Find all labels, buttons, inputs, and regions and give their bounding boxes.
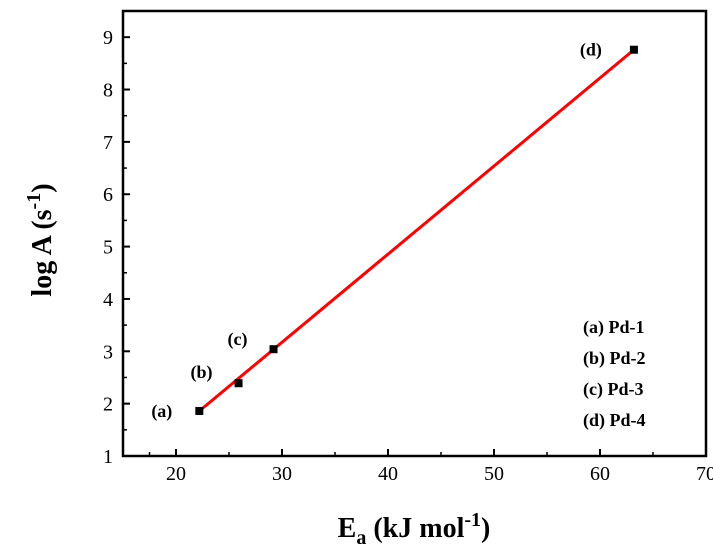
y-tick-label: 2 <box>103 394 113 416</box>
y-tick-label: 3 <box>103 341 113 363</box>
legend: (a) Pd-1 (b) Pd-2 (c) Pd-3 (d) Pd-4 <box>583 317 646 431</box>
x-axis-title-close: ) <box>481 513 490 544</box>
y-axis-title-close: ) <box>27 183 58 192</box>
x-axis-title: Ea (kJ mol-1) <box>338 509 491 549</box>
point-label: (a) <box>151 401 172 422</box>
legend-entry: (d) Pd-4 <box>583 410 646 431</box>
x-tick-label: 50 <box>484 463 504 485</box>
y-axis-title-sup: -1 <box>23 193 45 210</box>
plot-frame <box>121 9 708 458</box>
point-label: (b) <box>191 362 213 383</box>
legend-entry: (a) Pd-1 <box>583 317 645 338</box>
y-tick-label: 5 <box>103 237 113 259</box>
x-tick-label: 70 <box>696 463 713 485</box>
x-axis-title-rest: (kJ mol <box>366 513 464 544</box>
y-tick-label: 8 <box>103 80 113 102</box>
ticks: 20 30 40 50 60 70 1 2 3 4 5 6 7 8 9 <box>103 10 713 485</box>
data-point <box>195 406 204 415</box>
y-tick-label: 6 <box>103 184 113 206</box>
data-point <box>234 379 243 388</box>
y-axis-title-main: log A (s <box>27 209 58 296</box>
y-tick-label: 4 <box>103 289 113 311</box>
data-point <box>629 45 638 54</box>
x-axis-title-base: E <box>338 513 357 544</box>
legend-entry: (c) Pd-3 <box>583 379 643 400</box>
y-axis-title: log A (s-1) <box>23 183 58 296</box>
fit-line <box>198 48 635 413</box>
data-point <box>269 345 278 354</box>
x-tick-label: 30 <box>272 463 292 485</box>
y-tick-label: 9 <box>103 27 113 49</box>
point-label: (d) <box>580 40 602 61</box>
y-tick-label: 7 <box>103 132 113 154</box>
y-tick-label: 1 <box>103 446 113 468</box>
x-axis-title-sub: a <box>356 527 366 549</box>
data-points: (a) (b) (c) (d) <box>151 40 638 422</box>
point-label: (c) <box>228 329 248 350</box>
x-tick-label: 20 <box>166 463 186 485</box>
x-axis-title-sup: -1 <box>464 509 481 531</box>
legend-entry: (b) Pd-2 <box>583 348 646 369</box>
x-tick-label: 40 <box>378 463 398 485</box>
x-tick-label: 60 <box>590 463 610 485</box>
